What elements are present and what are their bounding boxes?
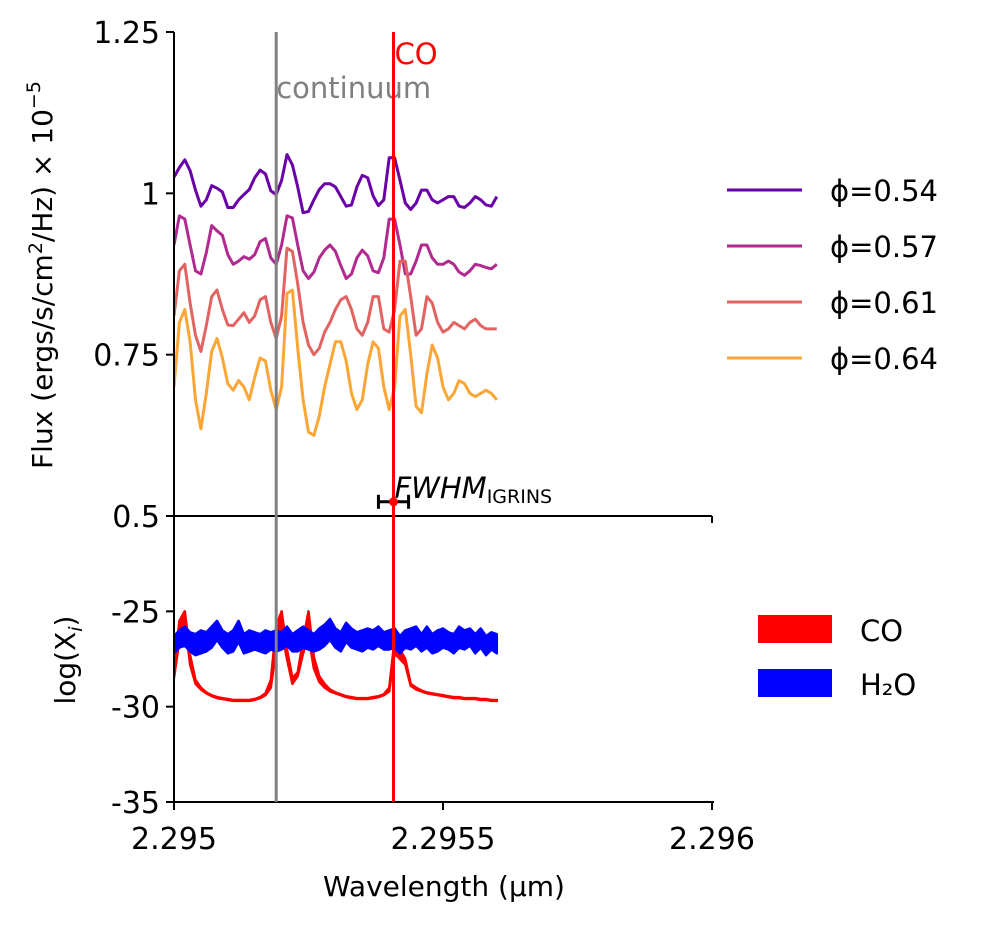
abundance-legend-label: CO	[860, 614, 903, 648]
abundance-band-0	[174, 610, 499, 703]
abundance-legend: CO H₂O	[758, 614, 916, 702]
flux-series-line-0	[174, 153, 499, 215]
flux-y-tick-label: 1	[141, 177, 160, 212]
abundance-y-tick-label: -35	[111, 786, 160, 821]
abundance-y-label: log(Xi)	[49, 615, 87, 704]
flux-legend-label: ϕ=0.54	[830, 174, 938, 208]
x-tick-label: 2.296	[669, 822, 755, 857]
abundance-panel: -25 -30 -352.295 2.2955 2.296 log(Xi) Wavele…	[49, 516, 916, 903]
abundance-y-tick-label: -25	[111, 595, 160, 630]
x-axis-label: Wavelength (µm)	[323, 870, 565, 903]
x-tick-label: 2.2955	[391, 822, 496, 857]
flux-panel: 0.5 0.75 1 1.25 Flux (ergs/s/cm2/Hz) × 10−5…	[23, 16, 938, 535]
flux-series-line-3	[174, 288, 498, 437]
abundance-legend-swatch	[758, 615, 832, 643]
vline-label-co: CO	[395, 37, 438, 71]
abundance-legend-label: H₂O	[860, 668, 916, 702]
x-tick-label: 2.295	[131, 822, 217, 857]
flux-legend-label: ϕ=0.64	[830, 342, 938, 376]
flux-legend-label: ϕ=0.57	[830, 230, 938, 264]
abundance-band-1	[174, 617, 499, 657]
abundance-legend-swatch	[758, 669, 832, 697]
flux-legend: ϕ=0.54 ϕ=0.57 ϕ=0.61 ϕ=0.64	[727, 174, 938, 376]
flux-y-tick-label: 0.75	[93, 339, 160, 374]
flux-series-line-2	[174, 246, 497, 357]
fwhm-point	[389, 497, 399, 507]
flux-legend-label: ϕ=0.61	[830, 286, 938, 320]
abundance-y-tick-label: -30	[111, 691, 160, 726]
flux-y-tick-label: 0.5	[112, 500, 160, 535]
flux-y-tick-label: 1.25	[93, 16, 160, 51]
fwhm-label: FWHMIGRINS	[395, 471, 553, 508]
flux-y-label: Flux (ergs/s/cm2/Hz) × 10−5	[23, 81, 59, 469]
vline-label-continuum: continuum	[276, 71, 431, 105]
flux-series-line-1	[174, 214, 498, 280]
